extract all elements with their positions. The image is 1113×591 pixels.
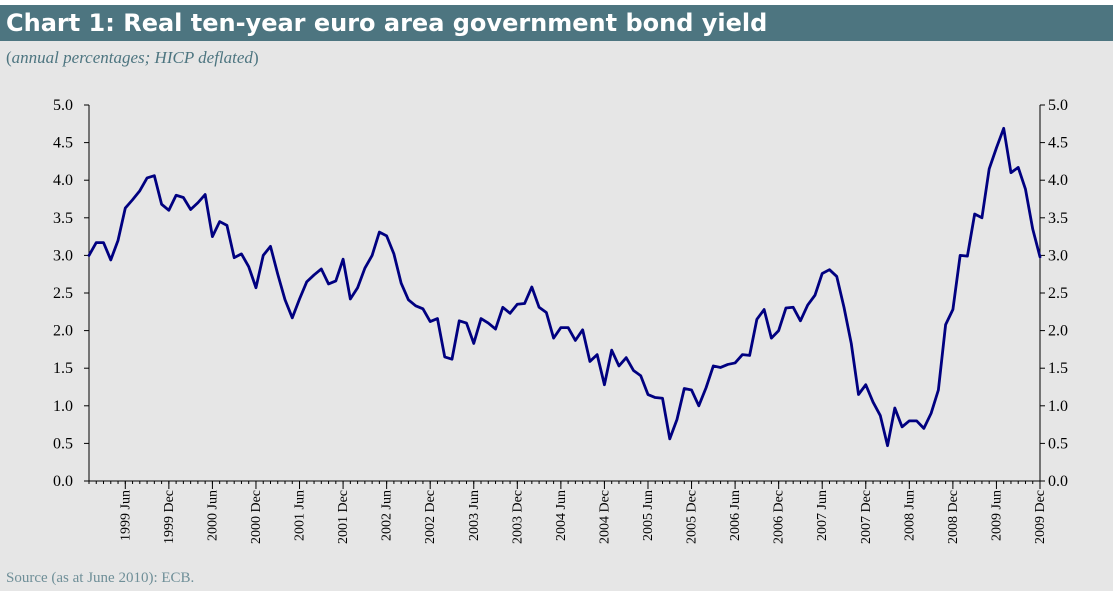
chart-source: Source (as at June 2010): ECB.: [6, 570, 195, 586]
series-line-real-yield: [87, 126, 1042, 448]
x-tick-label: 2004 Dec: [597, 490, 612, 544]
x-tick-label: 2008 Dec: [946, 490, 961, 544]
y-tick-label-right: 1.5: [1048, 360, 1068, 377]
y-tick-label-left: 1.5: [53, 360, 73, 377]
x-tick-label: 2003 Dec: [510, 490, 525, 544]
y-tick-label-left: 3.5: [53, 210, 73, 227]
y-tick-label-right: 3.5: [1048, 210, 1068, 227]
y-tick-label-right: 2.0: [1048, 323, 1068, 340]
y-tick-label-left: 0.0: [53, 473, 73, 490]
y-tick-label-right: 5.0: [1048, 97, 1068, 114]
y-tick-label-left: 5.0: [53, 97, 73, 114]
y-tick-label-right: 3.0: [1048, 247, 1068, 264]
subtitle-open: (: [6, 48, 12, 67]
y-tick-label-left: 0.5: [53, 435, 73, 452]
title-bar: Chart 1: Real ten-year euro area governm…: [0, 5, 1113, 41]
y-tick-label-right: 4.0: [1048, 172, 1068, 189]
y-tick-label-right: 4.5: [1048, 135, 1068, 152]
y-tick-label-left: 2.5: [53, 285, 73, 302]
x-tick-label: 1999 Dec: [162, 490, 177, 544]
x-tick-label: 2007 Dec: [859, 490, 874, 544]
y-tick-label-right: 2.5: [1048, 285, 1068, 302]
x-tick-label: 2004 Jun: [554, 490, 569, 541]
x-tick-label: 2001 Dec: [336, 490, 351, 544]
x-tick-label: 2001 Jun: [293, 490, 308, 541]
y-tick-label-left: 1.0: [53, 398, 73, 415]
subtitle-italic: annual percentages; HICP deflated: [11, 48, 253, 67]
x-tick-label: 2005 Jun: [641, 490, 656, 541]
y-tick-label-left: 4.0: [53, 172, 73, 189]
y-tick-label-left: 2.0: [53, 323, 73, 340]
x-tick-label: 2006 Jun: [728, 490, 743, 541]
chart-panel: (annual percentages; HICP deflated) Sour…: [0, 41, 1113, 591]
y-tick-label-right: 0.0: [1048, 473, 1068, 490]
y-tick-label-left: 4.5: [53, 135, 73, 152]
x-tick-label: 2002 Dec: [423, 490, 438, 544]
subtitle-close: ): [252, 48, 259, 67]
x-tick-label: 1999 Jun: [118, 490, 133, 541]
x-tick-label: 2002 Jun: [380, 490, 395, 541]
x-tick-label: 2008 Jun: [902, 490, 917, 541]
x-tick-label: 2003 Jun: [467, 490, 482, 541]
x-tick-label: 2009 Dec: [1033, 490, 1048, 544]
chart-title: Chart 1: Real ten-year euro area governm…: [6, 9, 768, 37]
y-tick-label-right: 1.0: [1048, 398, 1068, 415]
x-tick-label: 2007 Jun: [815, 490, 830, 541]
x-tick-label: 2000 Jun: [205, 490, 220, 541]
x-tick-label: 2009 Jun: [989, 490, 1004, 541]
chart-subtitle: (annual percentages; HICP deflated): [6, 48, 259, 68]
y-tick-label-right: 0.5: [1048, 435, 1068, 452]
x-tick-label: 2000 Dec: [249, 490, 264, 544]
x-tick-label: 2005 Dec: [685, 490, 700, 544]
x-tick-label: 2006 Dec: [772, 490, 787, 544]
y-tick-label-left: 3.0: [53, 247, 73, 264]
